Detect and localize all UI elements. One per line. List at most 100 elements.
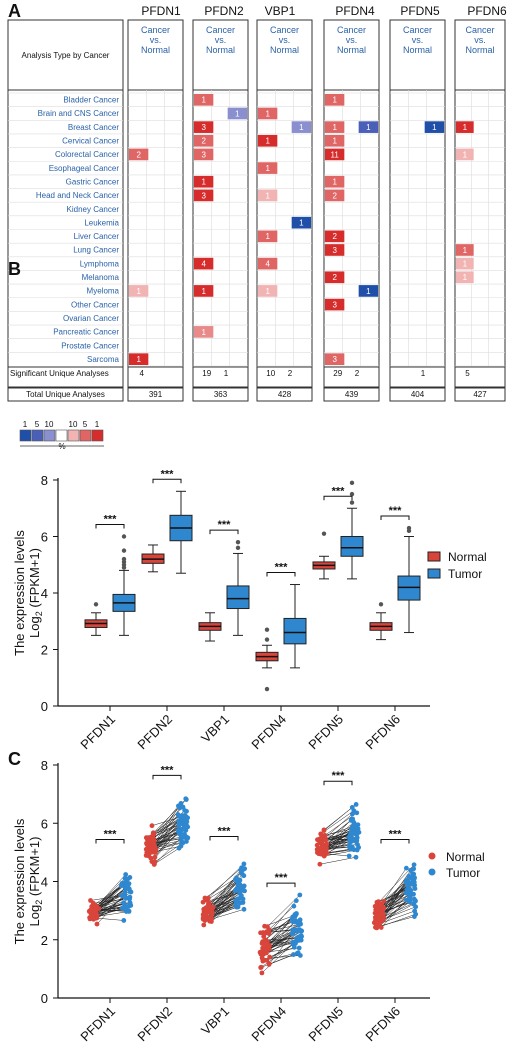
- heatmap-cell-value: 1: [332, 137, 337, 146]
- pair-group: [143, 796, 191, 867]
- y-tick-label: 4: [41, 875, 48, 890]
- tumor-point: [293, 898, 299, 904]
- heatmap-cell-value: 1: [265, 232, 270, 241]
- tumor-point: [241, 883, 247, 889]
- pair-line: [154, 848, 180, 865]
- x-tick-label: PFDN1: [77, 1004, 118, 1045]
- legend-label-tumor: Tumor: [446, 866, 480, 880]
- normal-point: [378, 919, 384, 924]
- total-box: [192, 387, 249, 402]
- comparison-label: Cancer: [403, 25, 432, 35]
- x-tick-label: PFDN2: [134, 712, 175, 753]
- scale-swatch: [31, 429, 44, 442]
- normal-point: [203, 911, 209, 917]
- tumor-point: [127, 900, 133, 906]
- scale-swatch: [55, 429, 68, 442]
- pair-line: [266, 919, 293, 948]
- tumor-point: [403, 879, 409, 885]
- panel-a-label: A: [8, 1, 21, 21]
- heatmap-cell-value: 1: [299, 219, 304, 228]
- cancer-label: Cervical Cancer: [62, 137, 119, 146]
- total-box: [127, 387, 184, 402]
- tumor-point: [290, 927, 296, 933]
- tumor-point: [409, 881, 414, 887]
- heatmap-cell-value: 1: [201, 178, 206, 187]
- cancer-label: Leukemia: [84, 218, 119, 227]
- tumor-point: [406, 874, 412, 879]
- tumor-point: [408, 867, 414, 873]
- heatmap-cell-value: 1: [463, 260, 468, 269]
- normal-point: [262, 923, 268, 929]
- normal-point: [317, 846, 322, 851]
- heatmap-panel: PFDN1 PFDN2 VBP1 PFDN4 PFDN5 PFDN6 Analysis Ty…: [7, 4, 507, 451]
- y-axis-title-line1: The expression levels: [12, 818, 27, 944]
- significant-up-count: 19: [202, 369, 211, 378]
- scale-label: 5: [83, 420, 88, 429]
- pair-group: [200, 861, 248, 928]
- heatmap-cell-value: 1: [265, 109, 270, 118]
- heatmap-cell: [325, 353, 345, 365]
- comparison-label: Cancer: [141, 25, 170, 35]
- significance-label: ***: [161, 468, 175, 480]
- heatmap-cell: [227, 107, 247, 120]
- normal-point: [381, 905, 387, 911]
- tumor-point: [122, 875, 128, 881]
- tumor-point: [348, 835, 354, 841]
- total-label: Total Unique Analyses: [26, 390, 105, 399]
- tumor-point: [353, 854, 359, 860]
- scale-label: 10: [69, 420, 78, 429]
- comparison-label: Normal: [465, 45, 494, 55]
- normal-point: [210, 904, 216, 910]
- legend-swatch-tumor: [427, 568, 441, 579]
- heatmap-cell-value: 1: [299, 123, 304, 132]
- heatmap-cell-value: 4: [201, 260, 206, 269]
- comparison-label: Cancer: [465, 25, 494, 35]
- pair-group: [314, 802, 362, 867]
- cancer-label: Ovarian Cancer: [63, 314, 119, 323]
- significance-label: ***: [104, 828, 118, 840]
- heatmap-gene-label: PFDN1: [141, 4, 181, 18]
- normal-point: [200, 915, 206, 921]
- tumor-point: [123, 885, 129, 890]
- tumor-point: [350, 816, 356, 822]
- x-tick-label: VBP1: [198, 1004, 232, 1038]
- normal-point: [266, 962, 272, 967]
- significance-label: ***: [275, 872, 289, 884]
- heatmap-cell-value: 2: [136, 150, 141, 159]
- heatmap-cell: [358, 285, 378, 297]
- cancer-label: Esophageal Cancer: [49, 164, 120, 173]
- normal-point: [149, 823, 155, 829]
- cancer-label: Pancreatic Cancer: [53, 328, 119, 337]
- significance-bracket: [95, 838, 125, 844]
- heatmap-cell-value: 1: [265, 164, 270, 173]
- heatmap-cell: [456, 271, 474, 284]
- heatmap-cell: [325, 244, 345, 256]
- significance-bracket: [152, 478, 182, 484]
- x-tick-label: PFDN6: [362, 712, 403, 753]
- pair-line: [208, 868, 245, 905]
- legend-label-normal: Normal: [446, 850, 485, 864]
- heatmap-cell: [456, 121, 474, 133]
- pair-group: [371, 862, 419, 931]
- heatmap-cell-value: 4: [265, 260, 270, 269]
- heatmap-cell: [456, 257, 474, 270]
- normal-point: [317, 861, 323, 867]
- cancer-label: Prostate Cancer: [61, 341, 119, 350]
- tumor-point: [240, 896, 246, 902]
- heatmap-cell: [258, 230, 278, 243]
- tumor-point: [355, 828, 361, 834]
- tumor-point: [119, 893, 125, 898]
- significant-label: Significant Unique Analyses: [10, 369, 109, 378]
- heatmap-cell: [194, 148, 214, 161]
- normal-point: [381, 898, 387, 904]
- heatmap-cell: [325, 94, 345, 106]
- heatmap-cell-value: 3: [201, 123, 206, 132]
- outlier-point: [264, 627, 270, 632]
- box-tumor: [340, 480, 364, 580]
- outlier-point: [121, 556, 127, 562]
- tumor-point: [239, 865, 244, 871]
- tumor-point: [121, 918, 127, 923]
- outlier-point: [321, 531, 327, 536]
